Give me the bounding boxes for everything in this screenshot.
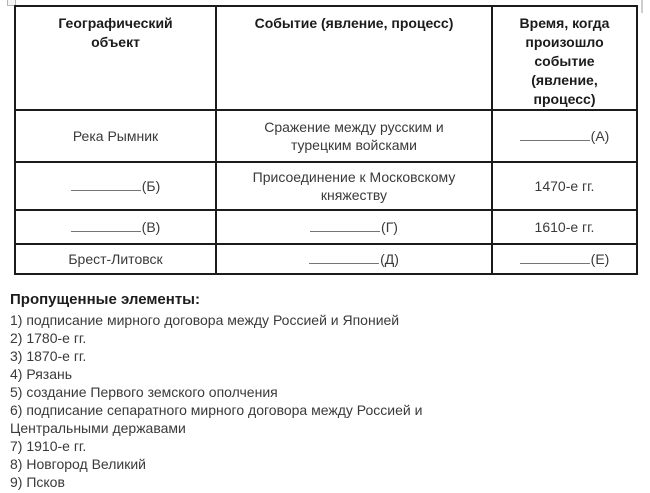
cell-event-3-blank-G: (Г) bbox=[215, 209, 493, 245]
matching-table: Географический объект Событие (явление, … bbox=[14, 5, 638, 275]
table-row: (В) (Г) 1610-е гг. bbox=[14, 209, 638, 245]
blank-line bbox=[70, 220, 141, 232]
cell-text: Река Рымник bbox=[72, 128, 159, 144]
cell-event-1: Сражение между русским и турецким войска… bbox=[215, 109, 493, 163]
cell-text: Присоединение к Московскому княжеству bbox=[252, 169, 456, 203]
list-item-2: 2) 1780-е гг. bbox=[10, 330, 87, 346]
table-row: Река Рымник Сражение между русским и тур… bbox=[14, 109, 638, 163]
list-item-4: 4) Рязань bbox=[10, 366, 73, 382]
blank-letter: (В) bbox=[141, 219, 161, 235]
cell-event-2: Присоединение к Московскому княжеству bbox=[215, 161, 493, 211]
blank-letter: (Г) bbox=[381, 219, 398, 235]
list-item-5: 5) создание Первого земского ополчения bbox=[10, 384, 278, 400]
table-row: (Б) Присоединение к Московскому княжеств… bbox=[14, 161, 638, 211]
missing-elements-title: Пропущенные элементы: bbox=[10, 291, 200, 308]
cell-geo-3-blank-V: (В) bbox=[14, 209, 217, 245]
list-item-3: 3) 1870-е гг. bbox=[10, 348, 87, 364]
cell-text: Сражение между русским и турецким войска… bbox=[264, 119, 444, 153]
table-row: Брест-Литовск (Д) (Е) bbox=[14, 243, 638, 275]
col-header-label: Время, когда произошло событие (явление,… bbox=[519, 15, 610, 107]
cell-time-4-blank-E: (Е) bbox=[491, 243, 638, 275]
blank-letter: (Б) bbox=[141, 178, 161, 194]
cell-geo-4: Брест-Литовск bbox=[14, 243, 217, 275]
cell-time-2: 1470-е гг. bbox=[491, 161, 638, 211]
blank-letter: (Е) bbox=[590, 251, 610, 267]
list-item-6: 6) подписание сепаратного мирного догово… bbox=[10, 402, 423, 436]
cell-geo-1: Река Рымник bbox=[14, 109, 217, 163]
list-item-9: 9) Псков bbox=[10, 474, 65, 490]
list-item-1: 1) подписание мирного договора между Рос… bbox=[10, 312, 400, 328]
cell-time-3: 1610-е гг. bbox=[491, 209, 638, 245]
corner-fragment-top-left bbox=[7, 0, 16, 6]
missing-elements-section: Пропущенные элементы: 1) подписание мирн… bbox=[10, 290, 650, 491]
col-header-event: Событие (явление, процесс) bbox=[215, 5, 493, 111]
col-header-label: Географический объект bbox=[58, 15, 173, 50]
cell-text: 1610-е гг. bbox=[534, 219, 595, 235]
blank-line bbox=[310, 220, 381, 232]
list-item-7: 7) 1910-е гг. bbox=[10, 438, 87, 454]
list-item-8: 8) Новгород Великий bbox=[10, 456, 146, 472]
cell-text: 1470-е гг. bbox=[534, 178, 595, 194]
blank-letter: (Д) bbox=[380, 251, 399, 267]
blank-line bbox=[70, 179, 141, 191]
cell-geo-2-blank-B: (Б) bbox=[14, 161, 217, 211]
cell-event-4-blank-D: (Д) bbox=[215, 243, 493, 275]
blank-line bbox=[519, 252, 590, 264]
cell-time-1-blank-A: (А) bbox=[491, 109, 638, 163]
blank-line bbox=[519, 129, 590, 141]
table-header-row: Географический объект Событие (явление, … bbox=[14, 5, 638, 111]
blank-letter: (А) bbox=[590, 128, 610, 144]
col-header-time: Время, когда произошло событие (явление,… bbox=[491, 5, 638, 111]
blank-line bbox=[309, 252, 380, 264]
col-header-label: Событие (явление, процесс) bbox=[254, 15, 454, 31]
corner-fragment-top-right bbox=[641, 0, 643, 13]
col-header-geographic-object: Географический объект bbox=[14, 5, 217, 111]
cell-text: Брест-Литовск bbox=[68, 251, 163, 267]
